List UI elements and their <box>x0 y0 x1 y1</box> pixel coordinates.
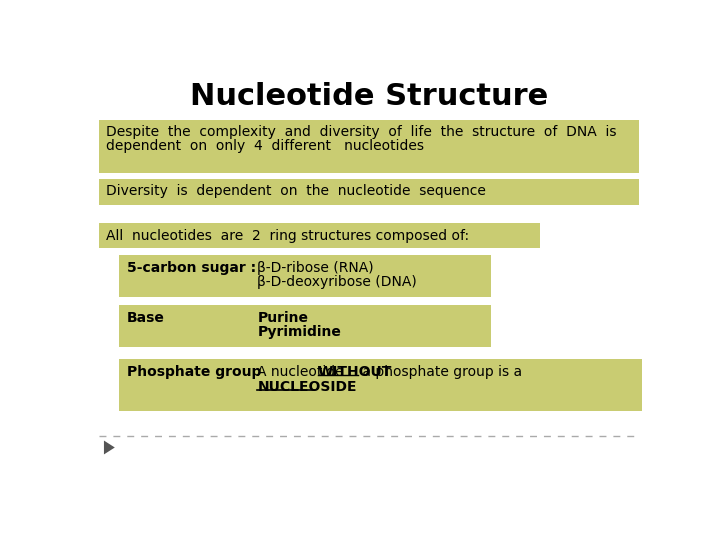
FancyBboxPatch shape <box>99 179 639 205</box>
Text: a phosphate group is a: a phosphate group is a <box>358 365 522 379</box>
Text: All  nucleotides  are  2  ring structures composed of:: All nucleotides are 2 ring structures co… <box>106 229 469 243</box>
Text: Despite  the  complexity  and  diversity  of  life  the  structure  of  DNA  is: Despite the complexity and diversity of … <box>106 125 616 139</box>
Text: 5-carbon sugar :: 5-carbon sugar : <box>127 261 256 275</box>
Text: β-D-deoxyribose (DNA): β-D-deoxyribose (DNA) <box>258 275 417 289</box>
Text: Diversity  is  dependent  on  the  nucleotide  sequence: Diversity is dependent on the nucleotide… <box>106 184 485 198</box>
FancyBboxPatch shape <box>99 120 639 173</box>
FancyBboxPatch shape <box>120 359 642 411</box>
Text: Nucleotide Structure: Nucleotide Structure <box>190 82 548 111</box>
Text: A nucleotide: A nucleotide <box>258 365 348 379</box>
Text: Pyrimidine: Pyrimidine <box>258 325 341 339</box>
Text: Phosphate group: Phosphate group <box>127 365 261 379</box>
Text: NUCLEOSIDE: NUCLEOSIDE <box>258 380 357 394</box>
Text: Purine: Purine <box>258 311 308 325</box>
Text: Base: Base <box>127 311 165 325</box>
FancyBboxPatch shape <box>99 224 539 248</box>
Text: dependent  on  only  4  different   nucleotides: dependent on only 4 different nucleotide… <box>106 139 423 153</box>
Text: WITHOUT: WITHOUT <box>318 365 392 379</box>
Polygon shape <box>104 441 114 455</box>
FancyBboxPatch shape <box>120 255 492 298</box>
FancyBboxPatch shape <box>120 305 492 347</box>
Text: β-D-ribose (RNA): β-D-ribose (RNA) <box>258 261 374 275</box>
